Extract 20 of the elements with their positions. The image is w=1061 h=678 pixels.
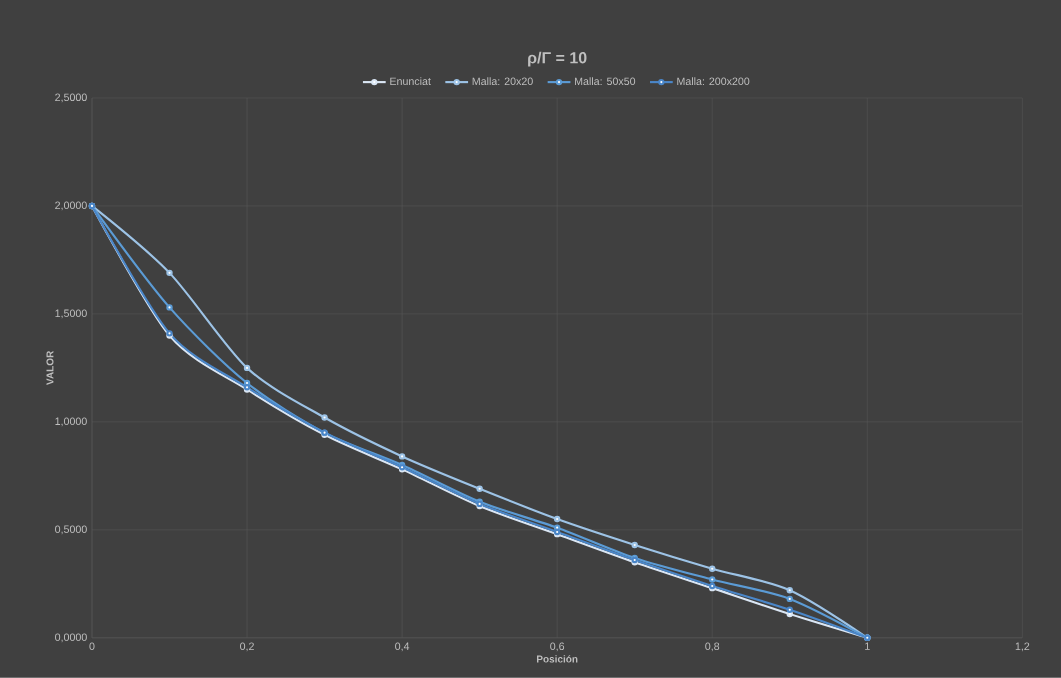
y-tick-label: 1,5000 [55, 309, 87, 319]
y-tick-label: 1,0000 [55, 417, 87, 427]
x-axis-title: Posición [537, 655, 578, 663]
x-tick-label: 0,2 [240, 642, 254, 652]
y-tick-label: 2,5000 [55, 93, 87, 103]
x-tick-label: 0,8 [705, 642, 720, 652]
legend-label: Enunciat [390, 77, 431, 86]
x-tick-label: 0,4 [395, 642, 410, 652]
legend-label: Malla: 200x200 [677, 77, 750, 86]
legend-label: Malla: 50x50 [575, 77, 636, 86]
chart-title: ρ/Γ = 10 [528, 51, 587, 67]
y-tick-label: 2,0000 [55, 201, 87, 211]
x-tick-label: 0,6 [550, 642, 565, 652]
x-tick-label: 1,2 [1015, 642, 1030, 652]
x-tick-label: 1 [865, 642, 870, 650]
y-tick-label: 0,5000 [55, 525, 87, 535]
legend-label: Malla: 20x20 [472, 77, 533, 86]
x-tick-label: 0 [89, 642, 95, 651]
y-tick-label: 0,0000 [55, 633, 87, 643]
y-axis-title: VALOR [46, 351, 54, 386]
